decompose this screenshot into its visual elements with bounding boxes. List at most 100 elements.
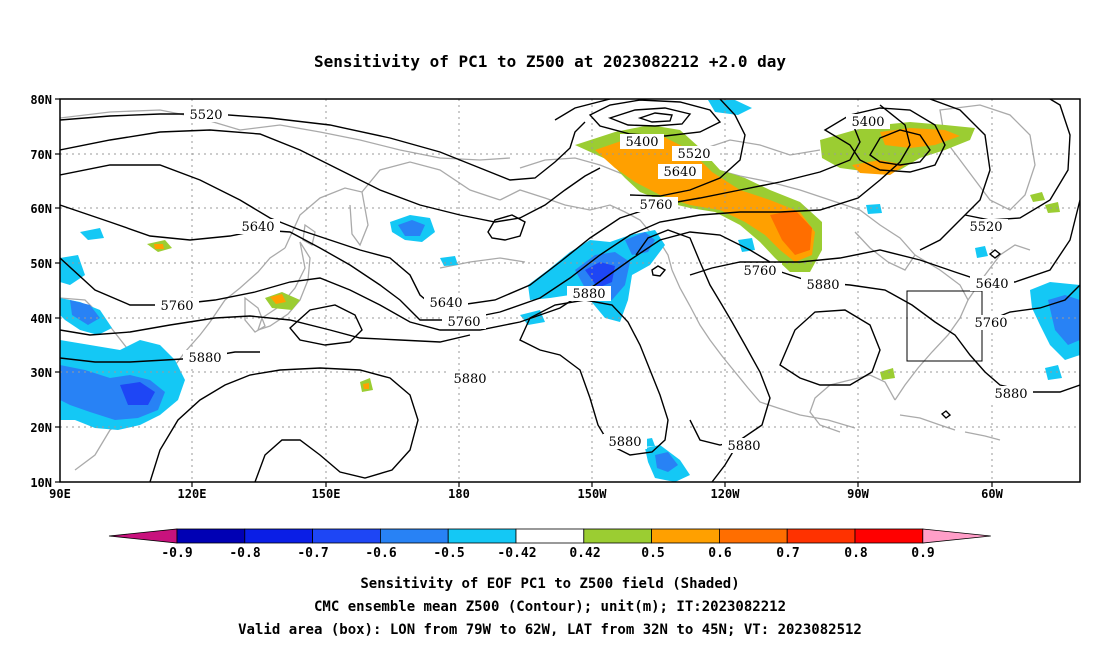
- figure-title: Sensitivity of PC1 to Z500 at 2023082212…: [314, 52, 786, 71]
- lat-tick-marks: [55, 98, 60, 483]
- lat-tick-label: 40N: [30, 312, 52, 326]
- colorbar-label: -0.9: [161, 546, 192, 561]
- svg-text:5760: 5760: [639, 198, 672, 213]
- contour-label: 5520: [964, 219, 1008, 235]
- svg-text:5640: 5640: [429, 296, 462, 311]
- colorbar-swatch: [719, 528, 788, 544]
- lon-tick-label: 150W: [578, 487, 608, 501]
- colorbar-label: -0.42: [497, 546, 536, 561]
- lon-tick-label: 120E: [178, 487, 207, 501]
- contour-label: 5640: [424, 295, 468, 311]
- lat-tick-label: 70N: [30, 148, 52, 162]
- colorbar-label: -0.7: [297, 546, 328, 561]
- colorbar-swatch: [922, 528, 991, 544]
- lat-tick-label: 20N: [30, 421, 52, 435]
- lat-tick-label: 30N: [30, 366, 52, 380]
- colorbar-label: 0.9: [911, 546, 934, 561]
- colorbar-swatch: [854, 528, 924, 544]
- lon-tick-label: 90W: [847, 487, 869, 501]
- footer-line-3: Valid area (box): LON from 79W to 62W, L…: [238, 622, 862, 638]
- svg-text:5880: 5880: [188, 351, 221, 366]
- lon-tick-label: 90E: [49, 487, 71, 501]
- colorbar-label: -0.5: [433, 546, 464, 561]
- colorbar-swatch: [379, 528, 449, 544]
- footer-line-1: Sensitivity of EOF PC1 to Z500 field (Sh…: [360, 576, 739, 592]
- colorbar-swatch: [108, 528, 178, 544]
- lon-tick-label: 150E: [312, 487, 341, 501]
- contour-label: 5880: [448, 371, 492, 387]
- map-frame: [59, 98, 1081, 483]
- colorbar: -0.9 -0.8 -0.7 -0.6 -0.5 -0.42 0.42 0.5 …: [108, 528, 991, 561]
- map-panel: 5520 5400 5520 5400 5640 5760 5640 5520 …: [30, 93, 1081, 501]
- svg-text:5760: 5760: [974, 316, 1007, 331]
- svg-text:5880: 5880: [727, 439, 760, 454]
- contour-label: 5880: [183, 350, 227, 366]
- svg-text:5880: 5880: [994, 387, 1027, 402]
- svg-text:5520: 5520: [677, 147, 710, 162]
- contour-label: 5880: [989, 386, 1033, 402]
- contour-label: 5400: [846, 114, 890, 130]
- contour-label: 5760: [155, 298, 199, 314]
- contour-label: 5400: [620, 134, 664, 150]
- lat-tick-label: 10N: [30, 476, 52, 490]
- svg-text:5880: 5880: [608, 435, 641, 450]
- contour-label: 5760: [969, 315, 1013, 331]
- colorbar-swatch: [786, 528, 856, 544]
- svg-text:5880: 5880: [806, 278, 839, 293]
- lon-tick-label: 120W: [711, 487, 741, 501]
- colorbar-swatches: [108, 528, 991, 544]
- colorbar-labels: -0.9 -0.8 -0.7 -0.6 -0.5 -0.42 0.42 0.5 …: [161, 546, 934, 561]
- lon-tick-marks: [191, 482, 993, 487]
- svg-text:5640: 5640: [241, 220, 274, 235]
- svg-text:5400: 5400: [851, 115, 884, 130]
- colorbar-swatch: [312, 528, 381, 544]
- contour-label: 5760: [738, 263, 782, 279]
- lon-tick-label: 180: [448, 487, 470, 501]
- contour-label: 5760: [634, 197, 678, 213]
- contour-label: 5880: [603, 434, 647, 450]
- colorbar-swatch: [583, 528, 652, 544]
- colorbar-swatch: [651, 528, 720, 544]
- contour-label: 5520: [184, 107, 228, 123]
- svg-text:5760: 5760: [743, 264, 776, 279]
- contour-labels: 5520 5400 5520 5400 5640 5760 5640 5520 …: [155, 107, 1033, 454]
- lat-tick-label: 50N: [30, 257, 52, 271]
- colorbar-swatch: [447, 528, 517, 544]
- svg-text:5640: 5640: [663, 165, 696, 180]
- lat-tick-label: 60N: [30, 202, 52, 216]
- z500-contours: [60, 99, 1080, 482]
- svg-text:5520: 5520: [969, 220, 1002, 235]
- svg-text:5880: 5880: [572, 287, 605, 302]
- coastlines: [60, 104, 1036, 471]
- colorbar-label: 0.5: [641, 546, 664, 561]
- colorbar-swatch: [176, 528, 246, 544]
- svg-text:5400: 5400: [625, 135, 658, 150]
- footer-line-2: CMC ensemble mean Z500 (Contour); unit(m…: [314, 599, 786, 615]
- contour-label: 5880: [801, 277, 845, 293]
- colorbar-label: 0.6: [708, 546, 732, 561]
- svg-text:5520: 5520: [189, 108, 222, 123]
- svg-text:5880: 5880: [453, 372, 486, 387]
- colorbar-label: 0.7: [776, 546, 799, 561]
- contour-label: 5880: [567, 286, 611, 302]
- colorbar-label: -0.8: [229, 546, 260, 561]
- contour-label: 5640: [658, 164, 702, 180]
- latitude-labels: 80N 70N 60N 50N 40N 30N 20N 10N: [30, 93, 52, 490]
- svg-text:5760: 5760: [447, 315, 480, 330]
- contour-label: 5760: [442, 314, 486, 330]
- colorbar-swatch: [515, 528, 585, 544]
- lat-tick-label: 80N: [30, 93, 52, 107]
- svg-text:5760: 5760: [160, 299, 193, 314]
- colorbar-label: 0.8: [844, 546, 868, 561]
- colorbar-swatch: [244, 528, 314, 544]
- contour-label: 5640: [236, 219, 280, 235]
- graticule: [60, 99, 1080, 482]
- contour-label: 5520: [672, 146, 716, 162]
- colorbar-label: 0.42: [569, 546, 600, 561]
- colorbar-label: -0.6: [365, 546, 396, 561]
- lon-tick-label: 60W: [981, 487, 1003, 501]
- svg-text:5640: 5640: [975, 277, 1008, 292]
- longitude-labels: 90E 120E 150E 180 150W 120W 90W 60W: [49, 487, 1003, 501]
- contour-label: 5640: [970, 276, 1014, 292]
